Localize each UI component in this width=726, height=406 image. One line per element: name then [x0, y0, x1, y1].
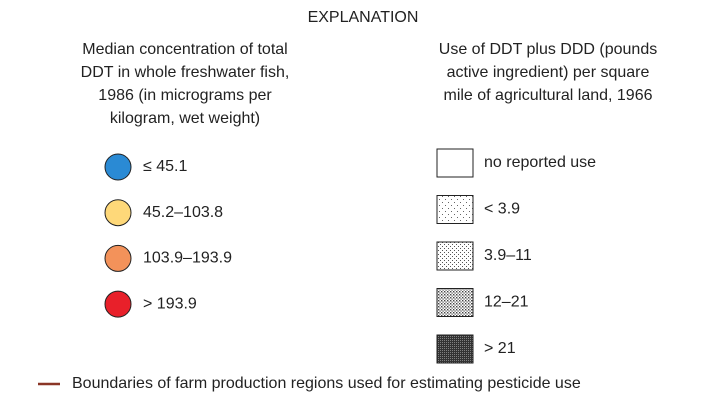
use-label: > 21 — [484, 340, 516, 357]
boundary-label: Boundaries of farm production regions us… — [72, 375, 581, 392]
left-heading-line: kilogram, wet weight) — [110, 110, 260, 127]
right-heading-line: Use of DDT plus DDD (pounds — [439, 41, 657, 58]
use-swatch — [436, 148, 474, 178]
concentration-label: > 193.9 — [143, 295, 197, 312]
use-label: 3.9–11 — [484, 247, 532, 264]
legend-title: EXPLANATION — [308, 9, 419, 26]
use-label: < 3.9 — [484, 201, 520, 218]
right-heading-line: active ingredient) per square — [447, 64, 650, 81]
right-heading-line: mile of agricultural land, 1966 — [443, 87, 652, 104]
use-swatch — [436, 334, 474, 364]
left-heading-line: 1986 (in micrograms per — [98, 87, 272, 104]
left-heading-line: Median concentration of total — [82, 41, 287, 58]
concentration-label: 45.2–103.8 — [143, 204, 223, 221]
left-heading-line: DDT in whole freshwater fish, — [81, 64, 290, 81]
concentration-symbol — [104, 244, 132, 272]
use-swatch — [436, 195, 474, 224]
concentration-symbol — [104, 153, 132, 181]
use-swatch — [436, 241, 474, 271]
concentration-symbol — [104, 199, 132, 227]
concentration-symbol — [104, 290, 132, 318]
concentration-label: ≤ 45.1 — [143, 158, 187, 175]
use-swatch — [436, 288, 474, 317]
use-label: 12–21 — [484, 294, 529, 311]
use-label: no reported use — [484, 154, 596, 171]
concentration-label: 103.9–193.9 — [143, 250, 232, 267]
